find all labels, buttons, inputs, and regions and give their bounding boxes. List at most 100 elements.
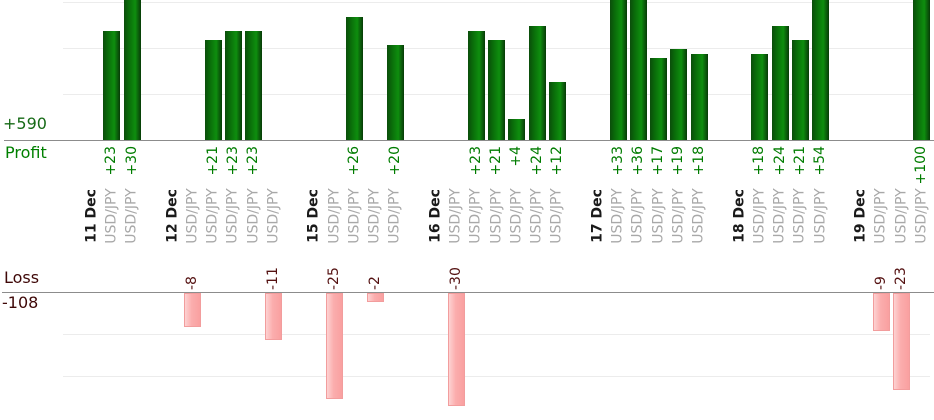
- profit-value-label: +18: [751, 146, 768, 176]
- symbol-label: USD/JPY: [690, 188, 707, 244]
- profit-value-label: +100: [913, 146, 930, 185]
- profit-value-label: +23: [245, 146, 261, 176]
- date-label: 17 Dec: [589, 189, 606, 243]
- profit-value-label: +21: [204, 146, 221, 176]
- profit-bar: [670, 49, 688, 140]
- loss-value-label: -11: [265, 267, 282, 290]
- profit-bar: [690, 53, 708, 140]
- loss-gridline-20: [63, 376, 930, 377]
- symbol-label: USD/JPY: [791, 188, 808, 244]
- symbol-label: USD/JPY: [204, 188, 221, 244]
- symbol-label: USD/JPY: [548, 188, 565, 244]
- profit-bar: [548, 81, 566, 140]
- loss-gridline-10: [63, 334, 930, 335]
- profit-value-label: +19: [670, 146, 687, 176]
- profit-bar: [245, 30, 262, 140]
- profit-value-label: +30: [123, 146, 140, 176]
- symbol-label: USD/JPY: [609, 188, 626, 244]
- symbol-label: USD/JPY: [224, 188, 241, 244]
- loss-value-label: -8: [184, 276, 201, 290]
- profit-value-label: +4: [508, 146, 525, 167]
- profit-value-label: +18: [690, 146, 707, 176]
- symbol-label: USD/JPY: [893, 188, 909, 244]
- profit-bar: [103, 30, 121, 140]
- date-label: 11 Dec: [83, 189, 99, 243]
- profit-bar: [609, 0, 627, 140]
- symbol-label: USD/JPY: [751, 188, 768, 244]
- symbol-label: USD/JPY: [103, 188, 120, 244]
- loss-value-label: -9: [872, 276, 889, 290]
- symbol-label: USD/JPY: [650, 188, 666, 244]
- loss-bar: [872, 293, 890, 332]
- profit-gridline-30: [63, 2, 930, 3]
- symbol-label: USD/JPY: [508, 188, 525, 244]
- symbol-label: USD/JPY: [913, 188, 930, 244]
- date-label: 16 Dec: [427, 189, 444, 243]
- profit-value-label: +23: [224, 146, 241, 176]
- profit-bar: [650, 58, 667, 140]
- loss-value-label: -23: [893, 267, 909, 290]
- loss-value-label: -30: [447, 267, 464, 290]
- symbol-label: USD/JPY: [467, 188, 484, 244]
- profit-bar: [467, 30, 485, 140]
- profit-bar: [488, 39, 505, 140]
- profit-bar: [123, 0, 141, 140]
- profit-axis-line: [4, 140, 934, 141]
- profit-value-label: +24: [771, 146, 788, 176]
- loss-axis-label: Loss: [4, 268, 40, 287]
- date-label: 19 Dec: [852, 189, 869, 243]
- loss-bar: [893, 293, 910, 391]
- symbol-label: USD/JPY: [366, 188, 383, 244]
- symbol-label: USD/JPY: [528, 188, 545, 244]
- loss-bar: [326, 293, 343, 399]
- profit-bar: [528, 25, 546, 140]
- symbol-label: USD/JPY: [771, 188, 788, 244]
- profit-value-label: +24: [528, 146, 545, 176]
- profit-value-label: +20: [386, 146, 403, 176]
- symbol-label: USD/JPY: [872, 188, 889, 244]
- symbol-label: USD/JPY: [184, 188, 201, 244]
- profit-value-label: +26: [346, 146, 363, 176]
- profit-total-label: +590: [3, 114, 47, 133]
- symbol-label: USD/JPY: [346, 188, 363, 244]
- profit-bar: [771, 25, 789, 140]
- profit-value-label: +36: [629, 146, 646, 176]
- profit-bar: [508, 118, 526, 140]
- profit-bar: [629, 0, 647, 140]
- profit-bar: [751, 53, 769, 140]
- loss-bar: [447, 293, 465, 406]
- profit-value-label: +23: [467, 146, 484, 176]
- profit-bar: [224, 30, 242, 140]
- profit-bar: [812, 0, 829, 140]
- symbol-label: USD/JPY: [265, 188, 282, 244]
- loss-bar: [184, 293, 202, 328]
- symbol-label: USD/JPY: [123, 188, 140, 244]
- date-label: 18 Dec: [731, 189, 747, 243]
- profit-value-label: +23: [103, 146, 120, 176]
- profit-value-label: +17: [650, 146, 666, 176]
- loss-value-label: -2: [366, 276, 383, 290]
- loss-bar: [366, 293, 384, 302]
- profit-value-label: +54: [812, 146, 828, 176]
- profit-bar: [913, 0, 931, 140]
- symbol-label: USD/JPY: [812, 188, 828, 244]
- profit-value-label: +33: [609, 146, 626, 176]
- profit-value-label: +21: [488, 146, 504, 176]
- date-label: 12 Dec: [164, 189, 180, 243]
- symbol-label: USD/JPY: [245, 188, 261, 244]
- profit-value-label: +12: [548, 146, 565, 176]
- profit-bar: [346, 16, 364, 140]
- symbol-label: USD/JPY: [488, 188, 504, 244]
- symbol-label: USD/JPY: [386, 188, 403, 244]
- symbol-label: USD/JPY: [447, 188, 464, 244]
- symbol-label: USD/JPY: [326, 188, 342, 244]
- date-label: 15 Dec: [305, 189, 322, 243]
- loss-total-label: -108: [2, 293, 39, 312]
- loss-bar: [265, 293, 283, 340]
- profit-axis-label: Profit: [5, 143, 47, 162]
- loss-value-label: -25: [326, 267, 342, 290]
- profit-bar: [791, 39, 809, 140]
- symbol-label: USD/JPY: [670, 188, 687, 244]
- profit-bar: [386, 44, 404, 140]
